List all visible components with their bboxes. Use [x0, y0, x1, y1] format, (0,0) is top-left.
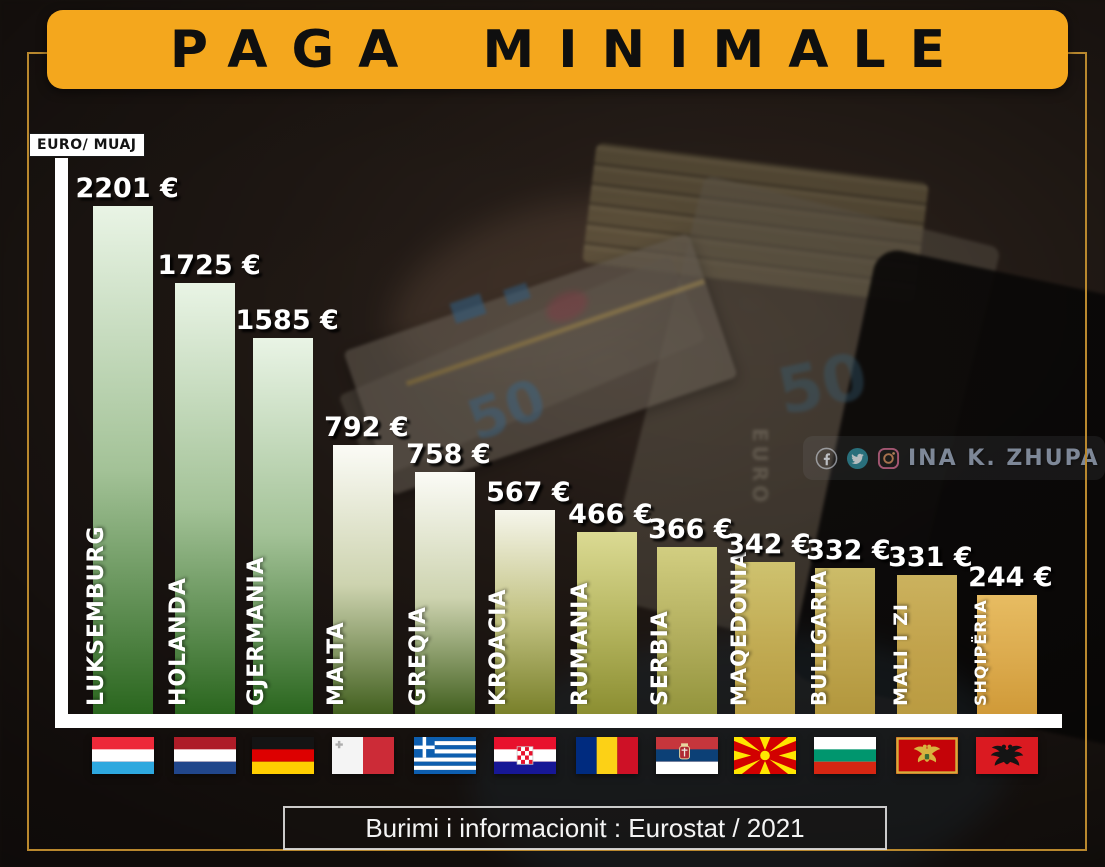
bar-country-label: GREQIA: [406, 606, 431, 706]
bar-kroacia: KROACIA: [486, 510, 555, 714]
bar-value-label: 366 €: [648, 514, 733, 545]
source-label: Burimi i informacionit : Eurostat / 2021: [365, 812, 805, 843]
watermark-text: INA K. ZHUPA: [908, 445, 1100, 471]
bar-country-label: BULLGARIA: [807, 569, 831, 706]
bar-bullgaria: BULLGARIA: [807, 568, 875, 714]
bar-country-label: LUKSEMBURG: [84, 525, 109, 706]
source-box: Burimi i informacionit : Eurostat / 2021: [283, 806, 887, 850]
y-axis-unit-label: EURO/ MUAJ: [29, 133, 145, 157]
flag-montenegro: [896, 737, 958, 774]
bar-greqia: GREQIA: [406, 472, 475, 714]
bar-country-label: MALI I ZI: [890, 603, 912, 706]
flag-germany: [252, 737, 314, 774]
flag-luxembourg: [92, 737, 154, 774]
bar-country-label: GJERMANIA: [244, 556, 269, 706]
bar-value-label: 1585 €: [235, 305, 339, 336]
bar-value-label: 758 €: [406, 439, 491, 470]
title-banner: PAGA MINIMALE: [47, 10, 1068, 89]
flag-croatia: [494, 737, 556, 774]
bar-value-label: 332 €: [806, 535, 891, 566]
bar-rumania: RUMANIA: [568, 532, 637, 714]
flag-north-macedonia: [734, 737, 796, 774]
bar-serbia: SERBIA: [648, 547, 717, 714]
page-title: PAGA MINIMALE: [169, 19, 970, 80]
bar-holanda: HOLANDA: [166, 283, 235, 714]
y-axis-line: [55, 158, 68, 728]
bar-shqiperia: SHQIPËRIA: [971, 595, 1037, 714]
bar-value-label: 1725 €: [157, 250, 261, 281]
bar-mali-i-zi: MALI I ZI: [890, 575, 957, 714]
bar-malta: MALTA: [324, 445, 393, 714]
flag-serbia: [656, 737, 718, 774]
bar-country-label: MAQEDONIA: [727, 550, 751, 706]
bar-country-label: MALTA: [324, 621, 349, 706]
bar-value-label: 567 €: [486, 477, 571, 508]
bar-value-label: 342 €: [726, 529, 811, 560]
flag-netherlands: [174, 737, 236, 774]
bar-country-label: KROACIA: [486, 588, 511, 706]
bar-country-label: SHQIPËRIA: [971, 599, 990, 706]
bar-value-label: 466 €: [568, 499, 653, 530]
twitter-icon: [846, 447, 869, 469]
x-axis-line: [55, 714, 1062, 728]
bar-value-label: 331 €: [888, 542, 973, 573]
flag-bulgaria: [814, 737, 876, 774]
flag-greece: [414, 737, 476, 774]
bar-gjermania: GJERMANIA: [244, 338, 313, 714]
bar-luksemburg: LUKSEMBURG: [84, 206, 153, 714]
bar-maqedonia: MAQEDONIA: [727, 551, 795, 714]
flag-albania: [976, 737, 1038, 774]
bar-country-label: SERBIA: [648, 610, 673, 706]
bar-country-label: RUMANIA: [568, 581, 593, 706]
bar-country-label: HOLANDA: [166, 577, 191, 706]
flag-malta: [332, 737, 394, 774]
facebook-icon: [815, 447, 838, 469]
bar-value-label: 244 €: [968, 562, 1053, 593]
instagram-icon: [877, 447, 900, 469]
bar-value-label: 2201 €: [75, 173, 179, 204]
watermark: INA K. ZHUPA: [803, 436, 1105, 480]
bar-value-label: 792 €: [324, 412, 409, 443]
flag-romania: [576, 737, 638, 774]
